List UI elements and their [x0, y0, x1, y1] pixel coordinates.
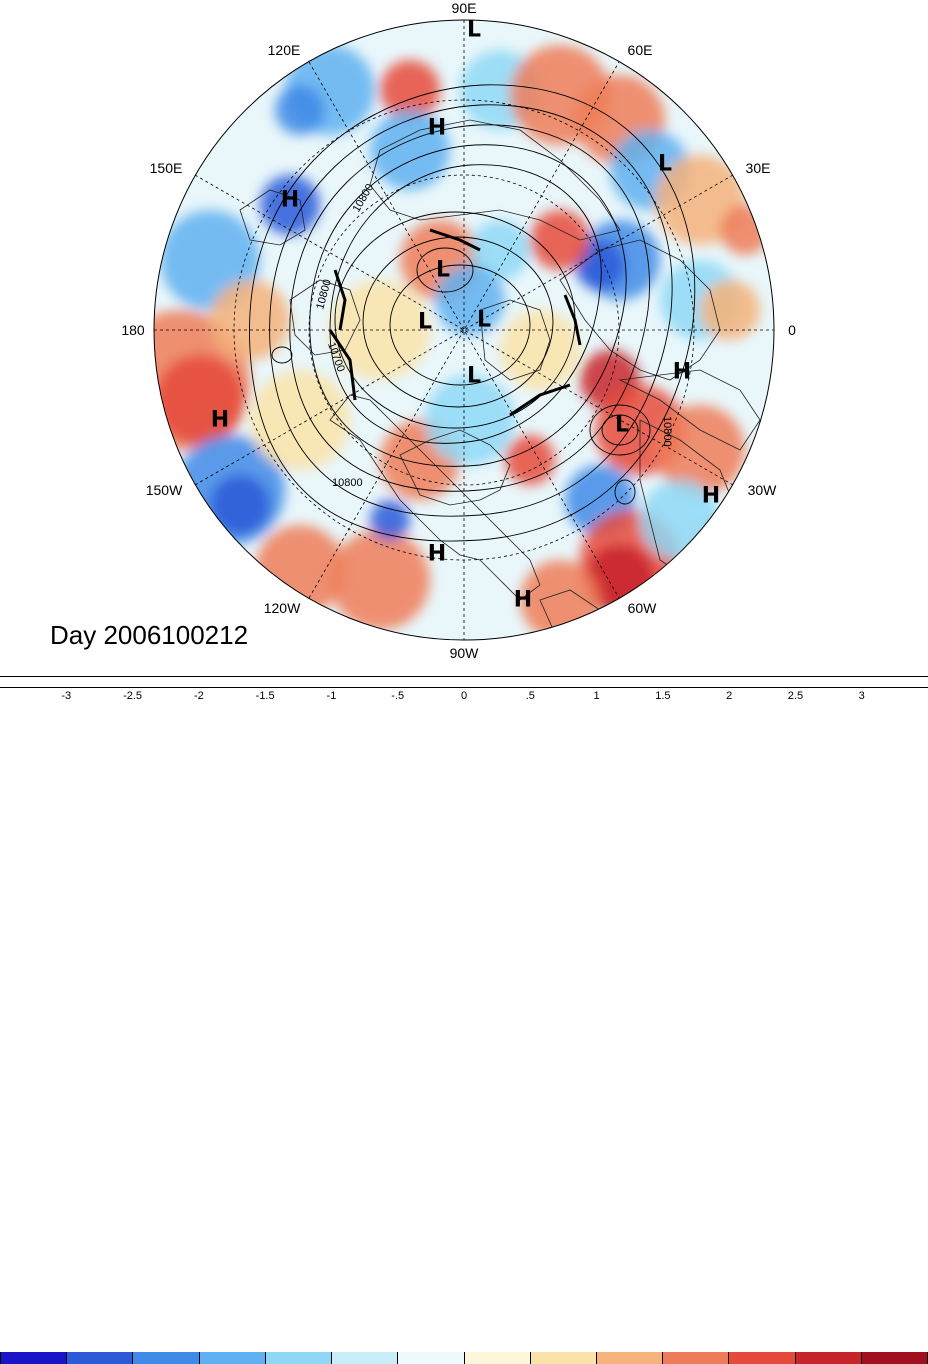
colorbar-segment [464, 1352, 531, 1364]
colorbar-tick-label: 2 [726, 690, 733, 702]
anomaly-patch [500, 310, 580, 390]
pressure-center-high: H [210, 407, 230, 433]
anomaly-patch [250, 370, 350, 470]
colorbar-tick-label: -1.5 [255, 690, 275, 702]
pressure-center-low: L [476, 307, 492, 333]
colorbar-segment [67, 1352, 134, 1364]
colorbar-segment [133, 1352, 200, 1364]
anomaly-patch [330, 530, 430, 630]
colorbar-tick-label: -.5 [391, 690, 405, 702]
anomaly-patch [210, 475, 270, 535]
anomaly-patch [435, 265, 505, 335]
anomaly-patch [155, 355, 245, 445]
colorbar-segment [795, 1352, 862, 1364]
lon-label-120w: 120W [263, 600, 301, 616]
lon-label-0: 0 [788, 322, 796, 338]
graticule [154, 20, 774, 640]
height-contours [249, 84, 696, 542]
anomaly-patch [370, 110, 450, 190]
pressure-center-low: L [466, 363, 482, 389]
day-label: Day 2006100212 [50, 620, 249, 650]
anomaly-patch [370, 500, 410, 540]
lon-label-30e: 30E [745, 160, 771, 176]
pressure-center-low: L [435, 257, 451, 283]
contour-label: 10800 [661, 416, 673, 447]
pressure-center-high: H [427, 115, 447, 141]
lon-label-30w: 30W [747, 482, 777, 498]
lon-label-150w: 150W [145, 482, 183, 498]
lon-label-60e: 60E [627, 42, 653, 58]
colorbar: -3 -2.5 -2 -1.5 -1 -.5 0 .5 1 1.5 2 2.5 3 [0, 676, 928, 1364]
pressure-center-low: L [417, 309, 433, 335]
colorbar-segment [332, 1352, 399, 1364]
pressure-center-high: H [513, 587, 533, 613]
colorbar-segment [530, 1352, 597, 1364]
contour-label: 10800 [332, 477, 363, 489]
map-border [153, 19, 775, 641]
lon-label-60w: 60W [627, 600, 657, 616]
colorbar-tick-label: -1 [326, 690, 337, 702]
colorbar-segment [596, 1352, 664, 1364]
anomaly-patch [530, 210, 590, 270]
colorbar-tick-label: -2 [193, 690, 204, 702]
anomaly-patch [655, 405, 745, 495]
anomaly-patch [260, 175, 320, 235]
colorbar-tick-label: 2.5 [787, 690, 804, 702]
colorbar-segment [861, 1352, 928, 1364]
pressure-center-high: H [701, 483, 721, 509]
colorbar-tick-label: 0 [460, 690, 468, 702]
colorbar-segment [265, 1352, 333, 1364]
pressure-center-high: H [280, 187, 300, 213]
colorbar-segment [398, 1352, 465, 1364]
anomaly-patch [275, 85, 325, 135]
colorbar-segment [199, 1352, 266, 1364]
anomaly-patch [425, 375, 515, 465]
colorbar-tick-label: 3 [858, 690, 865, 702]
pressure-center-low: L [466, 17, 482, 43]
colorbar-tick-label: -3 [61, 690, 72, 702]
colorbar-tick-label: 1.5 [655, 690, 671, 702]
pressure-center-high: H [672, 359, 692, 385]
lon-label-150e: 150E [149, 160, 183, 176]
pressure-center-high: H [427, 541, 447, 567]
colorbar-tick-label: .5 [525, 690, 535, 702]
lon-label-90e: 90E [451, 0, 477, 16]
lon-label-90w: 90W [449, 645, 479, 661]
anomaly-patch [700, 280, 760, 340]
lon-label-120e: 120E [267, 42, 301, 58]
colorbar-segment [663, 1352, 730, 1364]
anomaly-patch [505, 435, 555, 485]
pressure-center-low: L [614, 412, 630, 438]
polar-map: 10800 10800 10700 10800 10800 [153, 19, 775, 641]
colorbar-tick-label: -2.5 [123, 690, 143, 702]
lon-label-180: 180 [121, 322, 145, 338]
colorbar-segment [0, 1352, 68, 1364]
anomaly-patch [575, 240, 625, 290]
pressure-center-low: L [657, 151, 673, 177]
colorbar-segment [729, 1352, 796, 1364]
anomaly-patch [470, 220, 530, 280]
colorbar-tick-label: 1 [593, 690, 600, 702]
